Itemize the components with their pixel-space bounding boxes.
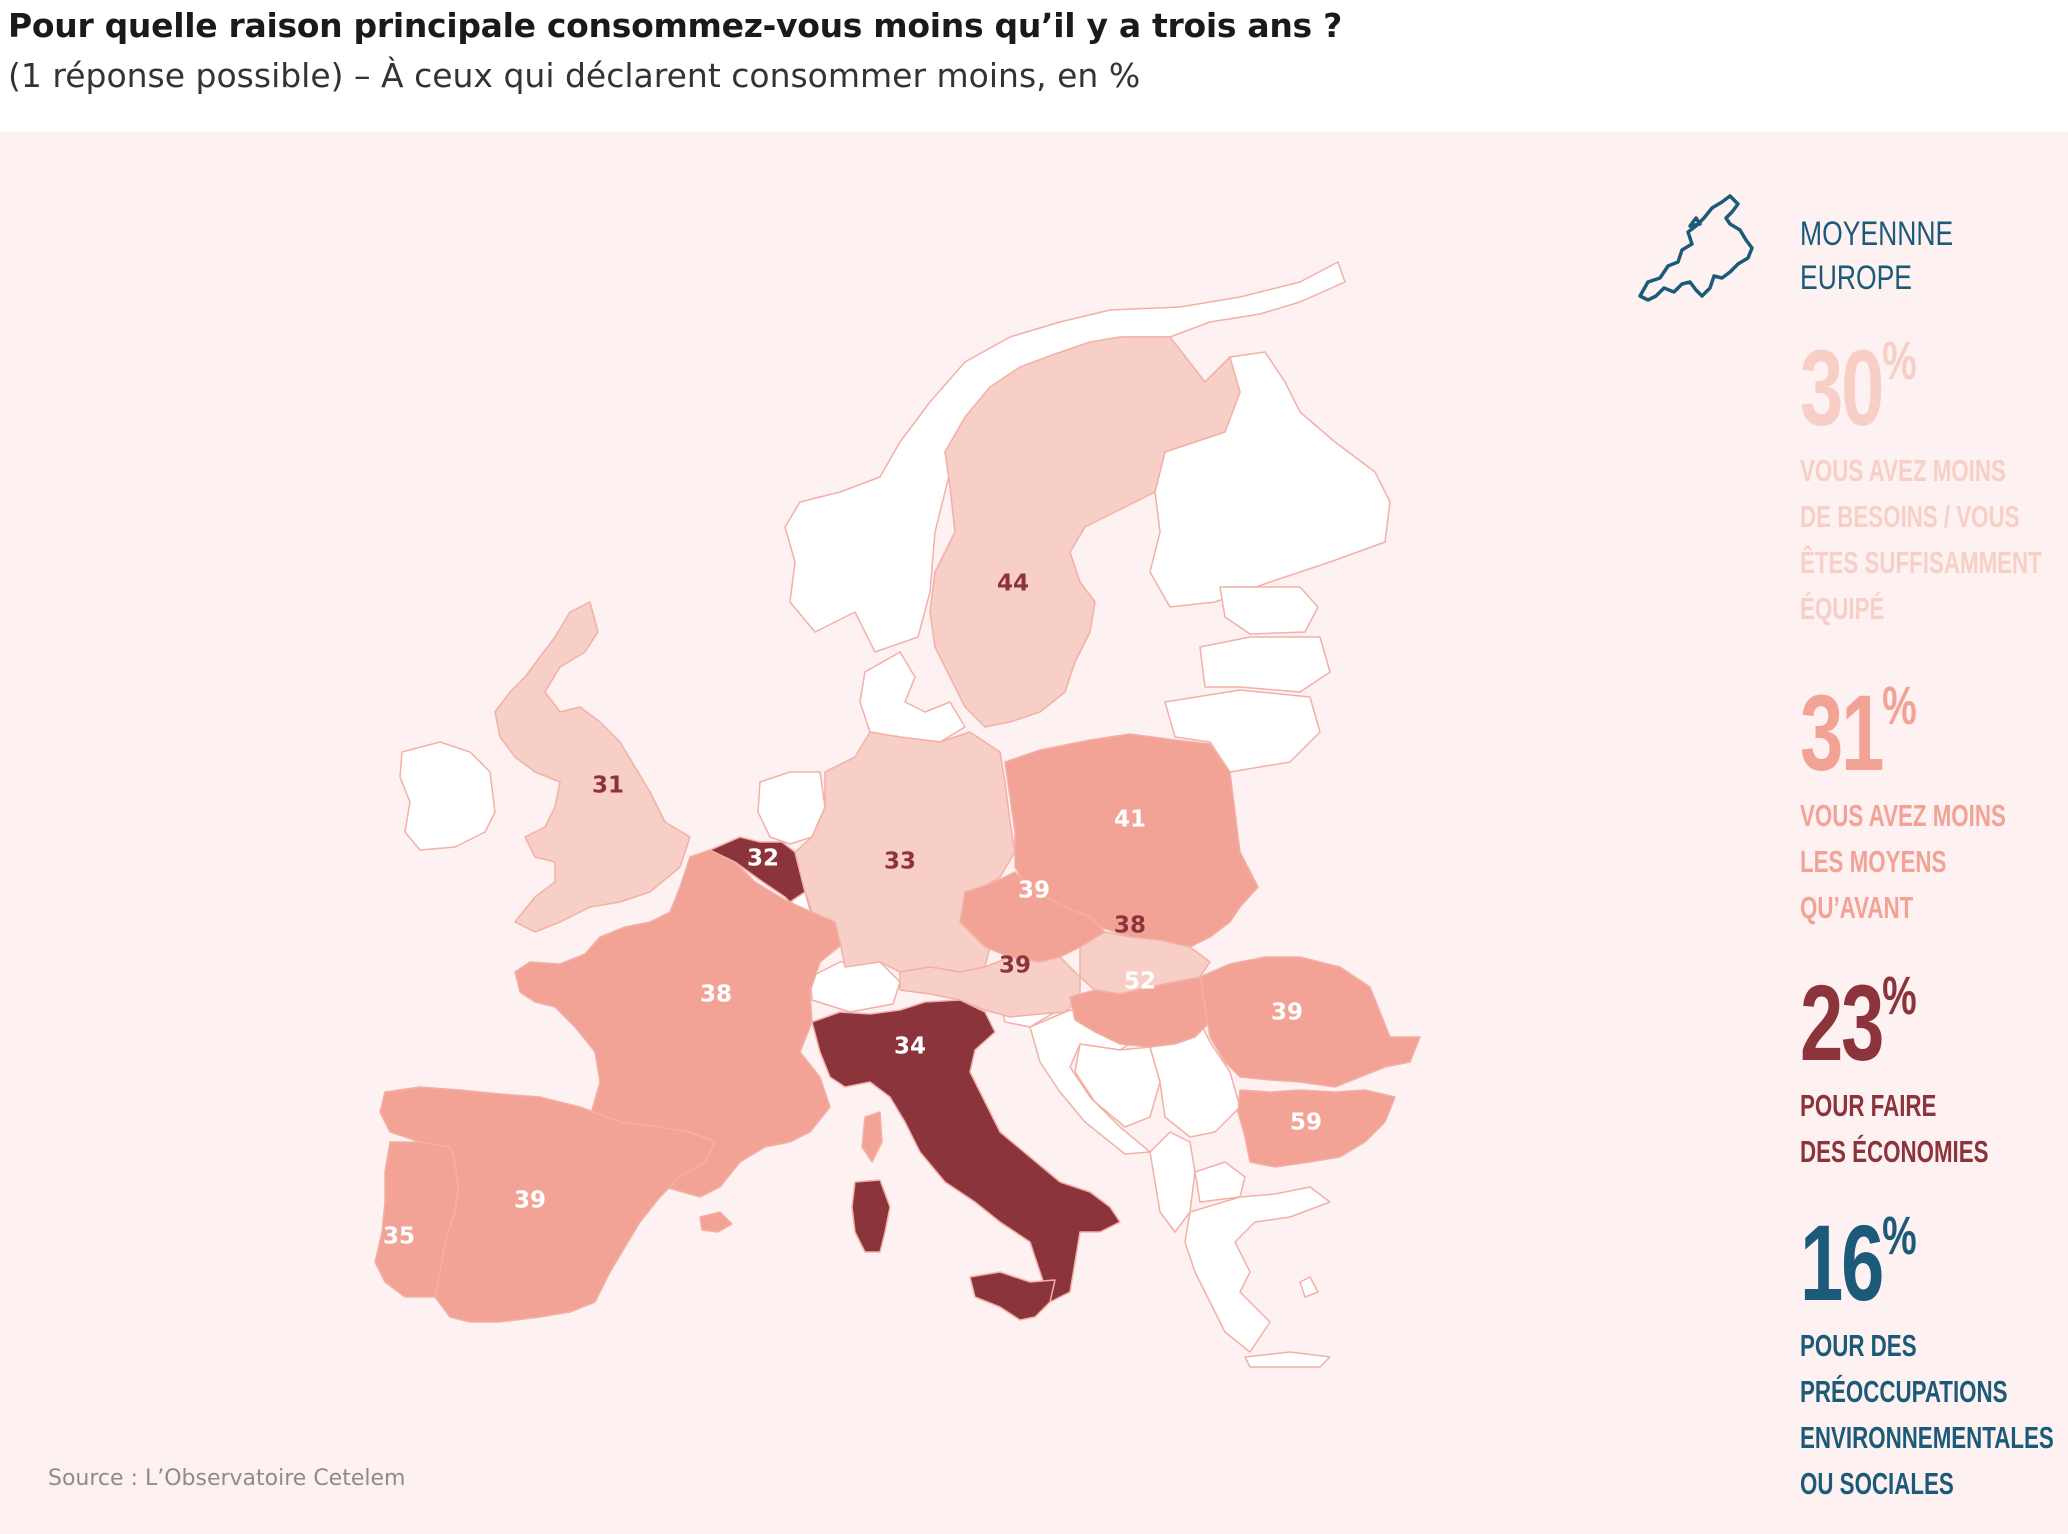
country-latvia — [1199, 636, 1331, 693]
stat-line: VOUS AVEZ MOINS — [1800, 453, 2006, 488]
country-portugal — [374, 1141, 459, 1298]
europe-map-icon — [1638, 194, 1754, 302]
legend-title-line1: MOYENNNE — [1800, 215, 1954, 253]
country-bulgaria — [1237, 1089, 1396, 1168]
stat-line: LES MOYENS — [1800, 844, 1947, 879]
country-balearic — [699, 1211, 733, 1233]
country-denmark — [859, 651, 966, 743]
stat-line: ÉQUIPÉ — [1800, 591, 1885, 626]
stat-item-environment: 16% POUR DES PRÉOCCUPATIONS ENVIRONNEMEN… — [1800, 1182, 2068, 1507]
country-crete — [1244, 1351, 1331, 1368]
label-belgium: 32 — [747, 846, 779, 872]
stat-item-savings: 23% POUR FAIRE DES ÉCONOMIES — [1800, 942, 2068, 1175]
label-hungary: 52 — [1124, 969, 1156, 995]
stat-line: POUR FAIRE — [1800, 1088, 1937, 1123]
country-switzerland — [809, 961, 901, 1013]
stat-number: 23 — [1800, 962, 1884, 1083]
source-note: Source : L’Observatoire Cetelem — [48, 1466, 406, 1491]
europe-map: 31 32 33 34 35 39 38 44 41 39 38 39 52 3… — [374, 261, 1421, 1368]
country-italy — [811, 999, 1121, 1303]
stat-line: ÊTES SUFFISAMMENT — [1800, 545, 2042, 580]
country-cyprus-like-island — [1299, 1276, 1319, 1298]
country-montenegro-albania — [1149, 1131, 1196, 1233]
label-bulgaria: 59 — [1290, 1110, 1322, 1136]
stat-line: ENVIRONNEMENTALES — [1800, 1420, 2054, 1455]
stat-description: VOUS AVEZ MOINS DE BESOINS / VOUS ÊTES S… — [1800, 448, 2068, 632]
country-sweden — [929, 336, 1241, 728]
country-greece — [1184, 1186, 1331, 1353]
stat-line: DES ÉCONOMIES — [1800, 1134, 1989, 1169]
label-austria: 39 — [999, 953, 1031, 979]
label-romania: 39 — [1271, 1000, 1303, 1026]
country-sardinia — [851, 1179, 891, 1253]
stat-number: 31 — [1800, 672, 1884, 793]
stat-unit: % — [1882, 676, 1917, 736]
stat-line: DE BESOINS / VOUS — [1800, 499, 2020, 534]
label-uk: 31 — [592, 773, 624, 799]
label-czechia: 39 — [1018, 878, 1050, 904]
stat-description: POUR DES PRÉOCCUPATIONS ENVIRONNEMENTALE… — [1800, 1323, 2068, 1507]
stat-item-needs: 30% VOUS AVEZ MOINS DE BESOINS / VOUS ÊT… — [1800, 307, 2068, 632]
country-estonia — [1219, 586, 1319, 635]
stat-number: 30 — [1800, 327, 1884, 448]
country-lithuania — [1164, 689, 1321, 773]
stat-unit: % — [1882, 1206, 1917, 1266]
label-slovakia: 38 — [1114, 913, 1146, 939]
stat-item-means: 31% VOUS AVEZ MOINS LES MOYENS QU’AVANT — [1800, 652, 2068, 931]
map-panel: 31 32 33 34 35 39 38 44 41 39 38 39 52 3… — [0, 132, 2068, 1534]
stat-line: QU’AVANT — [1800, 890, 1914, 925]
stat-unit: % — [1882, 331, 1917, 391]
label-germany: 33 — [884, 849, 916, 875]
label-portugal: 35 — [383, 1224, 415, 1250]
country-ireland — [399, 741, 496, 851]
country-sicily — [969, 1271, 1056, 1321]
stat-line: PRÉOCCUPATIONS — [1800, 1374, 2008, 1409]
legend-title: MOYENNNE EUROPE — [1800, 212, 2034, 300]
stat-description: VOUS AVEZ MOINS LES MOYENS QU’AVANT — [1800, 793, 2068, 931]
label-poland: 41 — [1114, 807, 1146, 833]
stat-description: POUR FAIRE DES ÉCONOMIES — [1800, 1083, 2068, 1175]
stat-line: OU SOCIALES — [1800, 1466, 1954, 1501]
country-uk — [494, 601, 691, 933]
chart-subtitle: (1 réponse possible) – À ceux qui déclar… — [8, 56, 1141, 95]
legend-title-line2: EUROPE — [1800, 259, 1913, 297]
label-spain: 39 — [514, 1188, 546, 1214]
country-bosnia — [1074, 1043, 1161, 1128]
label-italy: 34 — [894, 1034, 926, 1060]
stat-line: POUR DES — [1800, 1328, 1917, 1363]
stat-unit: % — [1882, 966, 1917, 1026]
stat-number: 16 — [1800, 1202, 1884, 1323]
label-france: 38 — [700, 982, 732, 1008]
country-north-macedonia — [1194, 1161, 1246, 1203]
country-corsica — [861, 1111, 883, 1163]
header: Pour quelle raison principale consommez-… — [8, 0, 2058, 130]
legend-panel: MOYENNNE EUROPE 30% VOUS AVEZ MOINS DE B… — [1630, 172, 2054, 1512]
stat-value: 23% — [1800, 942, 2016, 1077]
stat-value: 31% — [1800, 652, 2016, 787]
stat-value: 16% — [1800, 1182, 2016, 1317]
country-romania — [1199, 956, 1421, 1088]
stat-value: 30% — [1800, 307, 2016, 442]
label-sweden: 44 — [997, 571, 1029, 597]
stat-line: VOUS AVEZ MOINS — [1800, 798, 2006, 833]
chart-title: Pour quelle raison principale consommez-… — [8, 6, 1342, 45]
